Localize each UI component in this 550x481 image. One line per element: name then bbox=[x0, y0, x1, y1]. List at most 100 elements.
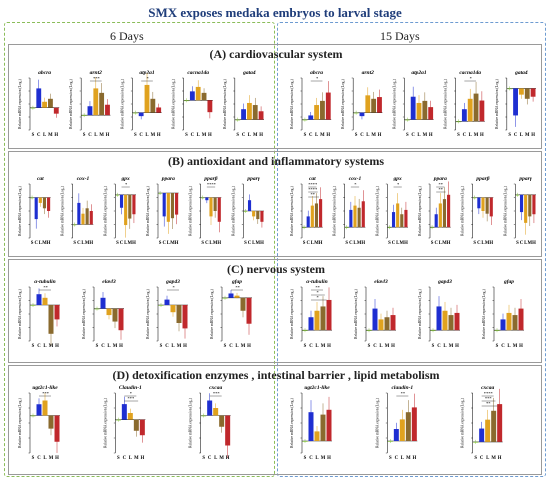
y-axis-label: Relative mRNA expression (Log₂) bbox=[482, 288, 486, 338]
bar-chart-ppara-6days: ppara Relative mRNA expression (Log₂) S C L M… bbox=[146, 176, 179, 246]
x-tick-label: S bbox=[134, 133, 137, 138]
bar-L bbox=[438, 203, 442, 228]
x-tick-label: M bbox=[485, 241, 490, 246]
bar-L bbox=[442, 310, 448, 331]
x-tick-label: S bbox=[474, 456, 477, 461]
bar-H bbox=[118, 308, 124, 331]
x-tick-label: H bbox=[412, 456, 416, 461]
panel-b: (B) antioxidant and inflammatory systems bbox=[8, 151, 542, 257]
x-tick-label: M bbox=[357, 241, 362, 246]
bar-H bbox=[54, 305, 60, 320]
significance-label: *** bbox=[128, 396, 136, 401]
significance-label: ** bbox=[401, 391, 406, 396]
x-tick-label: H bbox=[132, 241, 136, 246]
x-tick-label: C bbox=[309, 133, 313, 138]
x-tick-label: C bbox=[306, 241, 310, 246]
bar-M bbox=[442, 199, 447, 228]
x-tick-label: L bbox=[43, 344, 46, 349]
x-tick-label: S bbox=[185, 133, 188, 138]
y-axis-label: Relative mRNA expression (Log₂) bbox=[69, 78, 73, 128]
x-tick-label: L bbox=[209, 241, 212, 246]
x-tick-label: M bbox=[85, 241, 90, 246]
bar-chart-cxcaa-15days: cxcaa Relative mRNA expression (Log₂) S C L M… bbox=[461, 385, 503, 461]
x-tick-label: S bbox=[496, 344, 499, 349]
significance-label: ** bbox=[310, 192, 315, 197]
x-tick-label: S bbox=[117, 456, 120, 461]
x-tick-label: S bbox=[32, 344, 35, 349]
y-axis-label: Relative mRNA expression (Log₂) bbox=[290, 288, 294, 338]
x-tick-label: M bbox=[128, 241, 133, 246]
gene-label: gata4 bbox=[514, 70, 528, 76]
bar-C bbox=[436, 306, 442, 331]
x-tick-label: M bbox=[177, 344, 182, 349]
x-tick-label: S bbox=[83, 133, 86, 138]
x-tick-label: C bbox=[434, 241, 438, 246]
x-tick-label: H bbox=[326, 133, 330, 138]
x-tick-label: C bbox=[101, 344, 105, 349]
x-tick-label: L bbox=[315, 456, 318, 461]
bar-L bbox=[314, 105, 320, 120]
x-tick-label: M bbox=[256, 241, 261, 246]
x-tick-label: M bbox=[474, 133, 479, 138]
gene-label: cacna1da bbox=[459, 70, 481, 76]
x-tick-label: S bbox=[304, 344, 307, 349]
x-tick-label: H bbox=[378, 133, 382, 138]
bar-H bbox=[326, 299, 332, 331]
bar-M bbox=[99, 92, 105, 116]
bar-L bbox=[506, 312, 512, 331]
x-tick-label: L bbox=[401, 456, 404, 461]
y-axis-label: Relative mRNA expression (Log₂) bbox=[18, 78, 22, 128]
x-tick-label: L bbox=[507, 344, 510, 349]
bar-chart-atp2a1-6days: atp2a1 Relative mRNA expression (Log₂) S C L… bbox=[120, 70, 162, 138]
x-tick-label: H bbox=[89, 241, 93, 246]
x-tick-label: H bbox=[327, 456, 331, 461]
bar-L bbox=[144, 84, 150, 113]
bar-L bbox=[124, 194, 128, 226]
bar-L bbox=[524, 194, 528, 223]
x-tick-label: C bbox=[463, 133, 467, 138]
x-tick-label: L bbox=[379, 344, 382, 349]
x-tick-label: M bbox=[42, 241, 47, 246]
gene-label: cacna1da bbox=[187, 70, 209, 76]
x-tick-label: L bbox=[43, 133, 46, 138]
x-tick-label: L bbox=[315, 133, 318, 138]
bar-H bbox=[361, 201, 365, 228]
x-tick-label: C bbox=[37, 133, 41, 138]
significance-label: *** bbox=[93, 76, 101, 81]
x-tick-label: S bbox=[431, 241, 434, 246]
x-tick-label: S bbox=[303, 241, 306, 246]
x-tick-label: M bbox=[241, 344, 246, 349]
bar-L bbox=[481, 197, 485, 211]
bar-L bbox=[310, 205, 314, 228]
x-tick-label: C bbox=[480, 456, 484, 461]
x-tick-label: C bbox=[37, 456, 41, 461]
bar-C bbox=[519, 194, 524, 213]
panel-a: (A) cardiovascular system bbox=[8, 44, 542, 149]
x-tick-label: M bbox=[321, 344, 326, 349]
y-axis-label: Relative mRNA expression (Log₂) bbox=[375, 185, 379, 235]
x-tick-label: C bbox=[37, 344, 41, 349]
gene-label: Claudin-1 bbox=[119, 385, 142, 391]
x-tick-label: M bbox=[449, 344, 454, 349]
x-tick-label: S bbox=[159, 241, 162, 246]
significance-label: * bbox=[130, 391, 133, 396]
y-axis-label: Relative mRNA expression (Log₂) bbox=[444, 78, 448, 128]
x-tick-label: H bbox=[498, 456, 502, 461]
bar-M bbox=[176, 305, 182, 323]
bar-chart-cox1-15days: cox-1 Relative mRNA expression (Log₂) S C L M… bbox=[333, 176, 366, 246]
x-tick-label: S bbox=[201, 241, 204, 246]
bar-H bbox=[489, 197, 493, 217]
y-axis-label: Relative mRNA expression (Log₂) bbox=[18, 288, 22, 338]
bar-M bbox=[528, 194, 532, 217]
gene-label: gpx bbox=[121, 176, 131, 182]
x-tick-label: H bbox=[361, 241, 365, 246]
bar-chart-cox1-6days: cox-1 Relative mRNA expression (Log₂) S C L M… bbox=[61, 176, 94, 246]
x-tick-label: M bbox=[385, 344, 390, 349]
y-axis-label: Relative mRNA expression (Log₂) bbox=[503, 185, 507, 235]
significance-label: **** bbox=[308, 182, 318, 187]
x-tick-label: L bbox=[469, 133, 472, 138]
x-tick-label: C bbox=[248, 241, 252, 246]
x-tick-label: C bbox=[309, 456, 313, 461]
x-tick-label: H bbox=[217, 241, 221, 246]
